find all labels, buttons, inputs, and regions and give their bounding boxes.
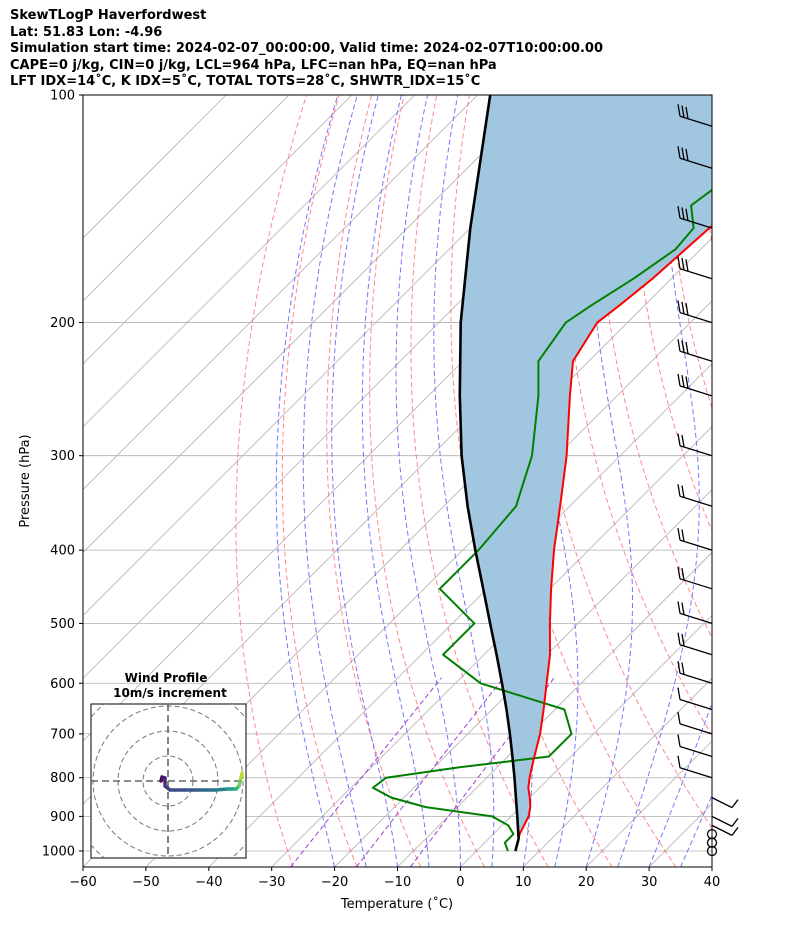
wind-barb <box>677 734 713 758</box>
moist-adiabat <box>617 95 700 867</box>
moist-adiabat <box>302 95 367 867</box>
hodograph-segment <box>239 771 244 780</box>
temperature-line <box>514 224 712 852</box>
dry-adiabat <box>562 95 712 737</box>
wind-barb <box>677 300 713 324</box>
y-tick-label: 300 <box>50 449 75 464</box>
x-tick-label: −50 <box>132 875 159 890</box>
dry-adiabat <box>763 95 794 867</box>
hodograph-title: Wind Profile <box>125 671 208 685</box>
hodograph-subtitle: 10m/s increment <box>113 686 227 700</box>
isotherm-line <box>83 95 478 491</box>
wind-barb <box>677 104 713 127</box>
y-tick-label: 100 <box>50 89 75 104</box>
axis-ticks: −60 −50 −40 −30 −20 −10 0 10 20 30 40 1000 900 800 700… <box>42 89 720 891</box>
wind-barb <box>677 687 713 711</box>
y-tick-label: 500 <box>50 617 75 632</box>
isotherm-line <box>334 489 712 867</box>
dewpoint-line <box>371 188 712 852</box>
data-layer <box>371 95 712 852</box>
wind-barb <box>677 256 713 280</box>
wind-barb <box>677 601 713 625</box>
dry-adiabat <box>730 95 794 867</box>
isotherm-line <box>271 426 712 867</box>
y-axis-label: Pressure (hPa) <box>18 434 33 527</box>
x-tick-label: −30 <box>258 875 285 890</box>
indices-line-2: LFT IDX=14˚C, K IDX=5˚C, TOTAL TOTS=28˚C… <box>10 74 481 89</box>
wind-barb <box>711 824 739 836</box>
x-axis-label: Temperature (˚C) <box>340 896 453 912</box>
wind-barb <box>677 484 713 507</box>
y-tick-label: 200 <box>50 316 75 331</box>
x-tick-label: −20 <box>321 875 348 890</box>
indices-line-1: CAPE=0 j/kg, CIN=0 j/kg, LCL=964 hPa, LF… <box>10 57 497 73</box>
x-tick-label: 20 <box>578 875 595 890</box>
dry-adiabat <box>281 95 358 867</box>
moist-adiabat <box>433 95 495 867</box>
cin-shading <box>459 95 712 851</box>
y-tick-label: 1000 <box>42 844 75 859</box>
wind-barb <box>711 815 739 827</box>
wind-barb <box>706 845 718 857</box>
location-line: Lat: 51.83 Lon: -4.96 <box>10 24 163 40</box>
moist-adiabat <box>648 701 712 867</box>
y-tick-label: 700 <box>50 727 75 742</box>
mixing-ratio-line <box>355 677 504 867</box>
hodograph-segment <box>213 787 230 792</box>
x-tick-label: −10 <box>384 875 411 890</box>
wind-barb <box>677 373 713 397</box>
dry-adiabat <box>597 95 712 639</box>
chart-header: SkewTLogP Haverfordwest Lat: 51.83 Lon: … <box>10 8 603 91</box>
moist-adiabat <box>680 794 712 867</box>
y-tick-label: 400 <box>50 544 75 559</box>
wind-barb <box>677 146 713 169</box>
wind-barb <box>677 433 713 457</box>
isotherm-line <box>775 95 794 867</box>
wind-barb <box>677 755 713 779</box>
wind-barb <box>711 797 739 809</box>
y-tick-label: 600 <box>50 677 75 692</box>
wind-barb <box>677 339 713 362</box>
wind-barb <box>706 828 718 840</box>
x-tick-label: 40 <box>704 875 721 890</box>
wind-barb <box>677 632 713 656</box>
wind-barb <box>677 528 713 551</box>
chart-title: SkewTLogP Haverfordwest <box>10 8 207 23</box>
isotherm-line <box>83 95 227 239</box>
isotherm-line <box>83 95 415 428</box>
x-tick-label: 30 <box>641 875 658 890</box>
moist-adiabat <box>711 865 712 867</box>
dry-adiabat <box>369 95 485 867</box>
x-tick-label: 10 <box>515 875 532 890</box>
isotherm-line <box>83 95 290 302</box>
moist-adiabat <box>585 95 633 867</box>
time-line: Simulation start time: 2024-02-07_00:00:… <box>10 41 603 56</box>
x-tick-label: −40 <box>195 875 222 890</box>
x-tick-label: −60 <box>69 875 96 890</box>
isotherm-line <box>460 614 712 867</box>
dry-adiabat <box>235 95 307 867</box>
wind-barb <box>677 206 713 229</box>
moist-adiabat <box>395 95 461 867</box>
y-tick-label: 900 <box>50 810 75 825</box>
hodograph-inset: Wind Profile 10m/s increment <box>90 671 247 859</box>
wind-barb <box>677 661 713 684</box>
isotherm-line <box>83 95 541 554</box>
wind-barbs <box>677 104 739 857</box>
x-tick-label: 0 <box>456 875 464 890</box>
moist-adiabat <box>361 95 430 867</box>
isotherm-line <box>83 95 353 365</box>
wind-barb <box>677 711 713 735</box>
isotherm-line <box>711 866 712 867</box>
y-tick-label: 800 <box>50 771 75 786</box>
wind-barb <box>677 566 713 590</box>
isotherm-line <box>523 677 712 867</box>
moist-adiabat <box>331 95 398 867</box>
moist-adiabat <box>275 95 339 867</box>
